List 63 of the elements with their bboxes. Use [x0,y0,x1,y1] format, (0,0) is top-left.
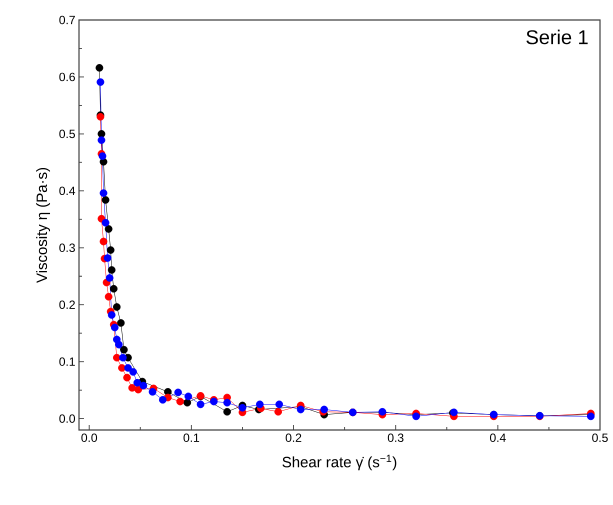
point [124,364,132,372]
point [158,396,167,404]
point [104,254,112,262]
x-tick-label: 0.0 [81,434,98,442]
point [123,374,131,382]
point [184,392,192,400]
point [100,238,108,246]
point [129,368,137,376]
point [117,319,125,327]
point [115,340,123,348]
point [98,130,106,138]
point [174,388,182,396]
point [320,406,328,414]
point [134,386,142,394]
point [108,311,116,319]
point [98,136,106,144]
x-tick-label: 0.1 [184,434,200,442]
point [112,303,121,311]
point [296,406,305,414]
y-tick-label: 0.0 [59,414,76,423]
point [256,400,264,408]
point [196,400,204,408]
y-tick-label: 0.7 [59,16,75,24]
point [98,152,106,160]
x-tick-label: 0.5 [592,434,608,442]
point [100,189,108,197]
point [275,400,284,408]
y-tick-label: 0.2 [59,300,75,309]
x-axis-title: Shear rate γ̇ (s$^{−1}$) [282,454,396,470]
point [106,246,115,254]
point [148,388,156,396]
point [140,382,148,390]
point [133,378,142,387]
point [223,408,231,416]
point [96,64,104,72]
annotation: Serie 1 [526,30,588,44]
point [119,354,127,362]
point [120,346,128,354]
point [102,218,110,227]
point [104,292,112,301]
point [183,398,192,407]
x-tick-label: 0.2 [286,434,302,442]
y-tick-label: 0.6 [59,72,75,82]
y-tick-label: 0.3 [59,244,75,252]
point [110,324,119,332]
y-tick-label: 0.1 [59,357,75,366]
point [104,225,112,233]
point [108,266,116,274]
point [128,384,136,392]
point [106,274,114,282]
y-tick-label: 0.5 [59,130,75,138]
point [118,364,126,372]
point [223,398,231,407]
point [274,408,282,416]
point [102,196,110,204]
y-axis-title: Viscosity η (Pa·s) [36,168,50,283]
y-tick-label: 0.4 [59,186,76,196]
point [238,404,246,412]
x-tick-label: 0.4 [490,434,506,442]
x-tick-label: 0.3 [388,434,404,442]
point [176,398,184,406]
point [96,78,104,86]
point [110,284,118,293]
